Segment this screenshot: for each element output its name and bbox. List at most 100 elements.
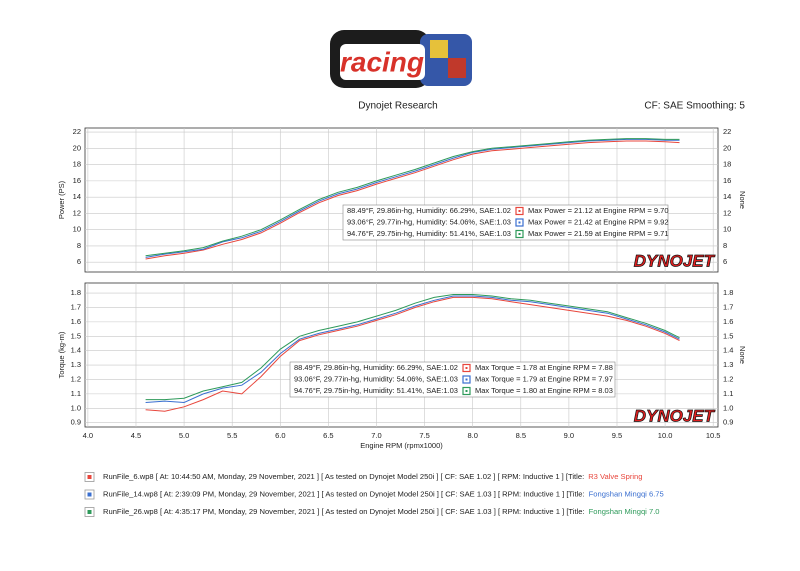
- y2-axis-label: None: [738, 346, 747, 364]
- y2-tick-label: 16: [723, 176, 731, 185]
- legend: 88.49°F, 29.86in-hg, Humidity: 66.29%, S…: [289, 361, 616, 398]
- y2-tick-label: 1.2: [723, 374, 733, 383]
- y2-tick-label: 8: [723, 241, 727, 250]
- run-file-title: Fongshan Mingqi 7.0: [589, 507, 660, 516]
- series-line: [145, 294, 680, 401]
- y2-tick-label: 20: [723, 143, 731, 152]
- y-tick-label: 1.2: [71, 374, 81, 383]
- run-file-text: RunFile_26.wp8 [ At: 4:35:17 PM, Monday,…: [103, 507, 585, 516]
- x-tick-label: 10.5: [706, 431, 721, 440]
- legend-swatch-dot: [518, 233, 521, 235]
- x-tick-label: 10.0: [658, 431, 673, 440]
- y2-tick-label: 18: [723, 160, 731, 169]
- y2-tick-label: 0.9: [723, 418, 733, 427]
- x-tick-label: 9.5: [612, 431, 622, 440]
- series-line: [145, 138, 680, 258]
- y-tick-label: 8: [77, 241, 81, 250]
- legend-box: [289, 361, 616, 398]
- y2-tick-label: 1.1: [723, 389, 733, 398]
- y2-tick-label: 1.3: [723, 360, 733, 369]
- header-right: CF: SAE Smoothing: 5: [644, 101, 745, 112]
- legend-max: Max Torque = 1.80 at Engine RPM = 8.03: [475, 386, 613, 395]
- series-line: [145, 296, 680, 412]
- logo-plate: [340, 44, 425, 80]
- x-tick-label: 7.5: [419, 431, 429, 440]
- legend-swatch-dot: [465, 378, 468, 381]
- legend-text: 93.06°F, 29.77in-hg, Humidity: 54.06%, S…: [347, 217, 511, 226]
- legend-text: 88.49°F, 29.86in-hg, Humidity: 66.29%, S…: [347, 206, 511, 215]
- y-tick-label: 6: [77, 257, 81, 266]
- legend-swatch-dot: [465, 390, 468, 392]
- logo-block: [448, 58, 466, 78]
- y2-tick-label: 6: [723, 257, 727, 266]
- run-file-line: RunFile_26.wp8 [ At: 4:35:17 PM, Monday,…: [103, 507, 660, 516]
- legend-text: 94.76°F, 29.75in-hg, Humidity: 51.41%, S…: [347, 229, 511, 238]
- x-tick-label: 5.5: [227, 431, 237, 440]
- plot-area: [84, 282, 719, 428]
- run-file-title: Fongshan Mingqi 6.75: [589, 490, 664, 499]
- y-tick-label: 16: [73, 176, 81, 185]
- y-tick-label: 0.9: [71, 418, 81, 427]
- legend-max: Max Torque = 1.78 at Engine RPM = 7.88: [475, 363, 613, 372]
- y2-tick-label: 10: [723, 225, 731, 234]
- x-axis-label: Engine RPM (rpmx1000): [360, 441, 443, 450]
- y-tick-label: 1.8: [71, 288, 81, 297]
- series-line: [145, 138, 680, 257]
- legend-max: Max Torque = 1.79 at Engine RPM = 7.97: [475, 374, 613, 383]
- y2-tick-label: 12: [723, 208, 731, 217]
- y-tick-label: 14: [73, 192, 81, 201]
- y-tick-label: 1.3: [71, 360, 81, 369]
- y-tick-label: 1.7: [71, 302, 81, 311]
- x-tick-label: 9.0: [564, 431, 574, 440]
- legend-max: Max Power = 21.12 at Engine RPM = 9.70: [528, 206, 669, 215]
- logo-text: racing: [340, 46, 424, 77]
- y2-tick-label: 14: [723, 192, 731, 201]
- legend-swatch-dot: [518, 221, 521, 224]
- y-tick-label: 10: [73, 225, 81, 234]
- y2-axis-label: None: [738, 191, 747, 209]
- plot-area: [84, 127, 719, 273]
- y-axis-label: Power (PS): [57, 180, 66, 219]
- y-axis-label: Torque (kg-m): [57, 331, 66, 378]
- legend-text: 94.76°F, 29.75in-hg, Humidity: 51.41%, S…: [294, 386, 458, 395]
- y-tick-label: 1.1: [71, 389, 81, 398]
- legend-swatch-dot: [465, 367, 468, 369]
- legend-box: [342, 204, 669, 241]
- watermark: DYNOJET: [634, 406, 716, 425]
- y-tick-label: 12: [73, 208, 81, 217]
- run-file-line: RunFile_6.wp8 [ At: 10:44:50 AM, Monday,…: [103, 472, 643, 481]
- run-file-text: RunFile_14.wp8 [ At: 2:39:09 PM, Monday,…: [103, 490, 585, 499]
- legend-text: 93.06°F, 29.77in-hg, Humidity: 54.06%, S…: [294, 374, 458, 383]
- run-icon-dot: [87, 475, 92, 479]
- y2-tick-label: 1.7: [723, 302, 733, 311]
- y2-tick-label: 1.6: [723, 317, 733, 326]
- run-file-title: R3 Valve Spring: [588, 472, 642, 481]
- y-tick-label: 20: [73, 143, 81, 152]
- x-tick-label: 4.5: [131, 431, 141, 440]
- y-tick-label: 18: [73, 160, 81, 169]
- y-tick-label: 22: [73, 127, 81, 136]
- series-line: [145, 295, 680, 404]
- y2-tick-label: 1.4: [723, 346, 733, 355]
- y-tick-label: 1.5: [71, 331, 81, 340]
- header-left: Dynojet Research: [358, 101, 437, 112]
- y2-tick-label: 22: [723, 127, 731, 136]
- logo-block: [430, 40, 448, 58]
- x-tick-label: 8.5: [516, 431, 526, 440]
- x-tick-label: 6.5: [323, 431, 333, 440]
- run-file-text: RunFile_6.wp8 [ At: 10:44:50 AM, Monday,…: [103, 472, 584, 481]
- y2-tick-label: 1.8: [723, 288, 733, 297]
- run-file-line: RunFile_14.wp8 [ At: 2:39:09 PM, Monday,…: [103, 490, 664, 499]
- x-tick-label: 5.0: [179, 431, 189, 440]
- legend-swatch-dot: [518, 210, 521, 212]
- series-line: [145, 140, 680, 260]
- run-icon-dot: [87, 510, 92, 514]
- x-tick-label: 4.0: [83, 431, 93, 440]
- legend-max: Max Power = 21.42 at Engine RPM = 9.92: [528, 217, 669, 226]
- legend-max: Max Power = 21.59 at Engine RPM = 9.71: [528, 229, 669, 238]
- legend: 88.49°F, 29.86in-hg, Humidity: 66.29%, S…: [342, 204, 669, 241]
- run-icon-dot: [87, 492, 92, 497]
- x-tick-label: 8.0: [467, 431, 477, 440]
- y-tick-label: 1.4: [71, 346, 81, 355]
